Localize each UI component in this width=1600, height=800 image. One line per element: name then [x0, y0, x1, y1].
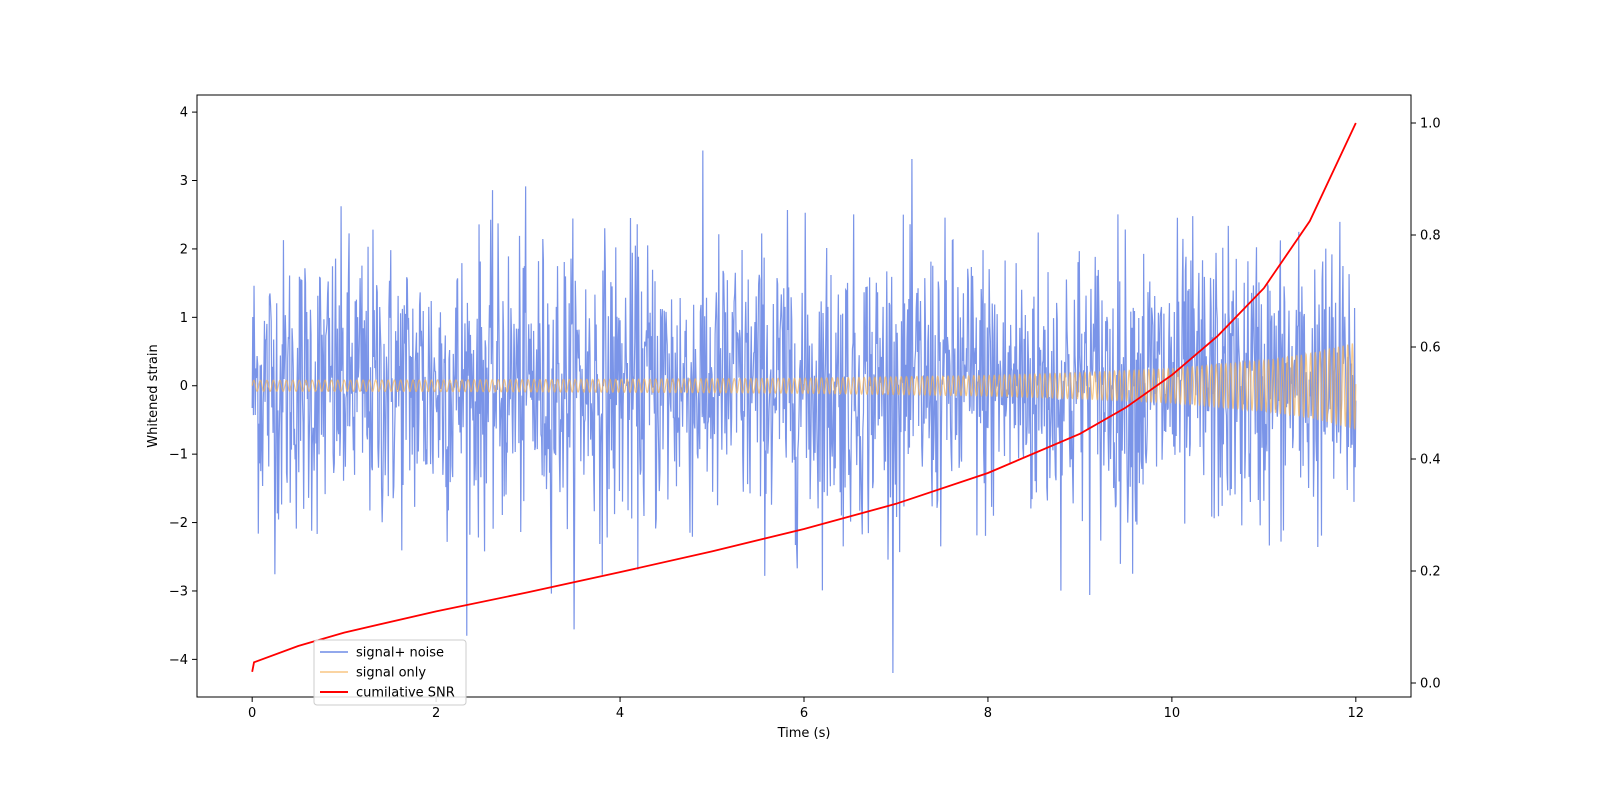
series-signal-only-line: [251, 343, 1357, 431]
x-tick-label-6: 12: [1348, 706, 1365, 721]
y-tick-label-5: 1: [180, 311, 188, 326]
y-tick-label-1: −3: [169, 584, 188, 599]
x-tick-label-4: 8: [984, 706, 992, 721]
y-tick-label-3: −1: [169, 448, 188, 463]
y2-tick-label-2: 0.4: [1420, 453, 1441, 468]
x-tick-label-2: 4: [616, 706, 624, 721]
y-tick-label-0: −4: [169, 653, 188, 668]
y-tick-label-6: 2: [180, 242, 188, 257]
x-tick-label-0: 0: [248, 706, 256, 721]
y-tick-label-2: −2: [169, 516, 188, 531]
y2-tick-label-3: 0.6: [1420, 341, 1441, 356]
y2-tick-label-5: 1.0: [1420, 117, 1441, 132]
legend-box: [313, 639, 467, 706]
y-tick-label-8: 4: [180, 106, 188, 121]
y-axis-label: Whitened strain: [146, 344, 161, 447]
legend: signal+ noise signal only cumilative SNR: [313, 639, 467, 706]
x-tick-label-3: 6: [800, 706, 808, 721]
legend-label-signal-noise: signal+ noise: [356, 646, 444, 661]
legend-label-signal-only: signal only: [356, 666, 426, 681]
x-tick-label-5: 10: [1164, 706, 1181, 721]
y2-tick-label-0: 0.0: [1420, 677, 1441, 692]
y2-tick-label-4: 0.8: [1420, 229, 1441, 244]
legend-label-cumilative-snr: cumilative SNR: [356, 686, 455, 701]
series-signal-plus-noise-line: [251, 150, 1357, 674]
series-cumulative-snr-line: [251, 122, 1357, 672]
y-tick-label-4: 0: [180, 379, 188, 394]
x-axis-label: Time (s): [777, 726, 831, 741]
y-tick-label-7: 3: [180, 174, 188, 189]
y2-tick-label-1: 0.2: [1420, 565, 1441, 580]
series-layer: [251, 122, 1357, 674]
x-tick-label-1: 2: [432, 706, 440, 721]
